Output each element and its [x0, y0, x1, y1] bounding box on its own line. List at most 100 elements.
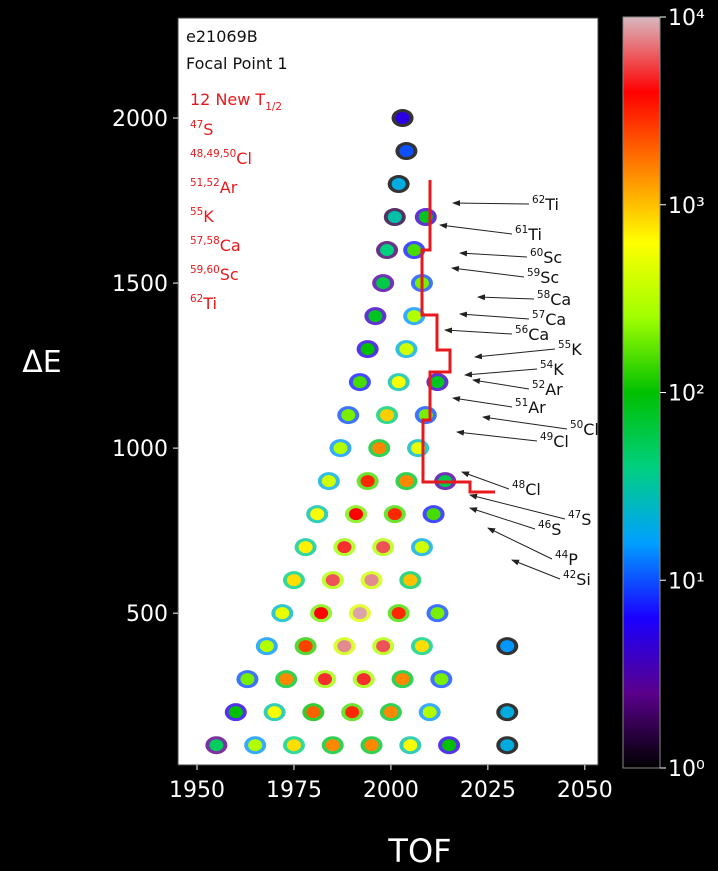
isotope-label: 59Sc: [527, 267, 559, 287]
blob: [387, 508, 402, 521]
isotope-label: 46S: [538, 519, 561, 539]
y-axis-label: ΔE: [22, 345, 61, 380]
blob: [500, 739, 515, 752]
superscript: 51: [515, 397, 528, 409]
colorbar-tick-label: 10⁴: [668, 6, 705, 31]
blob: [248, 739, 263, 752]
arrow: [439, 222, 513, 235]
symbol: S: [203, 120, 213, 139]
arrow: [452, 200, 530, 207]
blob: [360, 475, 375, 488]
superscript: 55: [190, 206, 203, 218]
isotope-label: 57Ca: [532, 309, 566, 329]
blob: [376, 541, 391, 554]
blob: [414, 640, 429, 653]
blob: [430, 607, 445, 620]
blob: [399, 343, 414, 356]
blob: [500, 706, 515, 719]
blob: [325, 739, 340, 752]
blob: [403, 574, 418, 587]
symbol: Ti: [544, 195, 559, 214]
isotope-label: 60Sc: [530, 247, 562, 267]
blob: [267, 706, 282, 719]
arrow: [487, 527, 553, 560]
blob: [275, 607, 290, 620]
symbol: Cl: [553, 432, 569, 451]
arrow: [444, 327, 513, 335]
symbol: Sc: [540, 268, 559, 287]
superscript: 56: [515, 324, 528, 336]
isotope-label: 50Cl: [570, 419, 599, 439]
blob: [364, 574, 379, 587]
blob: [259, 640, 274, 653]
superscript: 42: [563, 569, 576, 581]
new-halflife-isotope: 51,52Ar: [190, 177, 238, 197]
isotope-label: 44P: [555, 549, 578, 569]
new-halflives-title: 12 New T1/2: [190, 90, 282, 113]
y-tick-label: 2000: [112, 107, 168, 132]
blob: [286, 739, 301, 752]
x-tick-label: 1975: [266, 778, 322, 803]
blob: [376, 640, 391, 653]
blob: [380, 244, 395, 257]
blob: [380, 409, 395, 422]
colorbar-tick-label: 10²: [668, 382, 705, 407]
blob: [337, 541, 352, 554]
subscript: 1/2: [265, 101, 282, 113]
symbol: Cl: [236, 149, 252, 168]
new-halflife-isotope: 47S: [190, 119, 213, 139]
symbol: Ar: [545, 380, 563, 399]
blob: [407, 310, 422, 323]
blob: [349, 508, 364, 521]
blob: [325, 574, 340, 587]
superscript: 59,60: [190, 264, 220, 276]
symbol: Sc: [220, 265, 239, 284]
blob: [345, 706, 360, 719]
blob: [372, 442, 387, 455]
superscript: 48: [512, 479, 525, 491]
new-halflife-isotope: 57,58Ca: [190, 235, 241, 255]
symbol: Ar: [528, 398, 546, 417]
superscript: 47: [190, 119, 203, 131]
symbol: Ti: [527, 225, 542, 244]
x-tick-label: 2050: [557, 778, 613, 803]
superscript: 57,58: [190, 235, 220, 247]
isotope-label: 52Ar: [532, 379, 563, 399]
superscript: 57: [532, 309, 545, 321]
new-halflife-isotope: 55K: [190, 206, 214, 226]
blob: [399, 475, 414, 488]
isotope-label: 47S: [568, 509, 591, 529]
blob: [360, 343, 375, 356]
blob: [391, 376, 406, 389]
symbol: Cl: [525, 480, 541, 499]
superscript: 47: [568, 509, 581, 521]
symbol: P: [568, 550, 578, 569]
blob: [407, 244, 422, 257]
blob: [399, 145, 414, 158]
blob: [376, 277, 391, 290]
superscript: 58: [537, 289, 550, 301]
arrow: [459, 311, 530, 320]
isotope-label: 42Si: [563, 569, 591, 589]
arrow: [459, 250, 528, 258]
blob: [228, 706, 243, 719]
isotope-label: 55K: [558, 339, 582, 359]
new-halflife-isotope: 48,49,50Cl: [190, 148, 252, 168]
blob: [395, 112, 410, 125]
arrow: [456, 429, 538, 442]
symbol: Ti: [202, 294, 217, 313]
symbol: Sc: [543, 248, 562, 267]
isotope-label: 62Ti: [532, 194, 559, 214]
superscript: 62: [532, 194, 545, 206]
isotope-label: 54K: [540, 359, 564, 379]
superscript: 52: [532, 379, 545, 391]
isotope-label: 58Ca: [537, 289, 571, 309]
blob: [341, 409, 356, 422]
symbol: K: [571, 340, 582, 359]
blob: [368, 310, 383, 323]
arrow: [464, 368, 538, 378]
info-text: Focal Point 1: [186, 54, 288, 73]
arrow: [472, 378, 530, 390]
superscript: 46: [538, 519, 551, 531]
blob: [321, 475, 336, 488]
